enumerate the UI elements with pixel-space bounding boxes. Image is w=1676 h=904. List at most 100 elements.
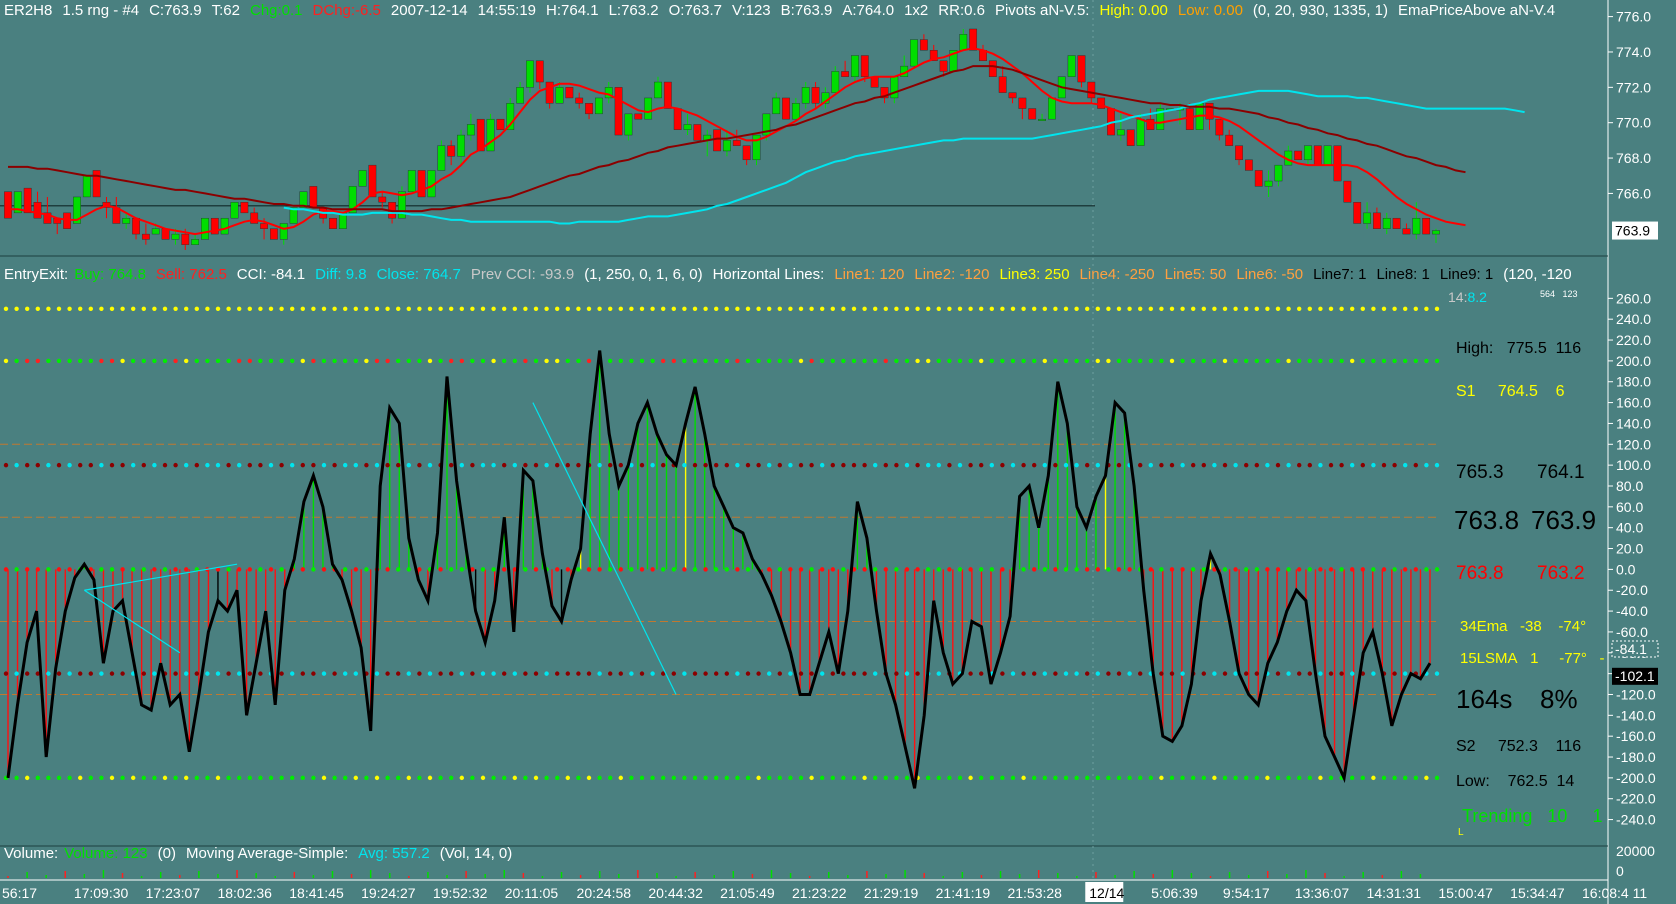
- p14-value: 8.2: [1467, 289, 1487, 305]
- level-100-dots: [300, 462, 305, 468]
- zero-line-dots: [1148, 567, 1154, 572]
- cci-axis-label: 260.0: [1616, 290, 1651, 306]
- down-candle: [240, 202, 249, 214]
- level-100-dots: [46, 462, 51, 468]
- level-200-dots: [1318, 358, 1323, 364]
- volume-pane[interactable]: [7, 870, 1422, 878]
- level-250-dots: [35, 306, 40, 311]
- level-100-dots: [735, 462, 740, 468]
- level-minus100-dots: [67, 671, 72, 676]
- cci-pane[interactable]: [0, 306, 1440, 789]
- level-minus100-dots: [1254, 671, 1260, 676]
- avg-label: Avg: 557.2: [358, 845, 430, 862]
- level-minus200-dots: [629, 775, 634, 781]
- up-candle: [1323, 145, 1332, 166]
- level-100-dots: [608, 462, 613, 468]
- volume-study-label[interactable]: Volume:: [4, 845, 59, 862]
- zero-line-dots: [883, 567, 888, 572]
- level-minus100-dots: [78, 671, 83, 676]
- zero-line-dots: [555, 567, 560, 572]
- level-250-dots: [152, 306, 157, 311]
- price-pane[interactable]: [0, 28, 1525, 250]
- up-candle: [348, 186, 357, 214]
- level-200-dots: [1180, 358, 1185, 364]
- level-100-dots: [88, 462, 94, 468]
- level-250-dots: [957, 306, 963, 311]
- level-minus100-dots: [523, 671, 528, 676]
- level-250-dots: [639, 306, 645, 311]
- up-candle: [299, 191, 308, 208]
- level-minus200-dots: [205, 775, 210, 781]
- level-minus100-dots: [1127, 671, 1132, 676]
- level-minus100-dots: [1180, 671, 1185, 676]
- level-minus200-dots: [109, 775, 115, 781]
- volume-axis-label: 0: [1616, 863, 1624, 879]
- zero-line-dots: [438, 567, 443, 572]
- zero-line-dots: [1000, 567, 1005, 572]
- level-minus200-dots: [353, 775, 358, 781]
- high-row-label: High:: [1456, 340, 1494, 357]
- zero-line-dots: [1371, 567, 1376, 572]
- time-axis-label: 14:31:31: [1367, 885, 1422, 901]
- zero-line-dots: [300, 567, 305, 572]
- level-minus100-dots: [512, 671, 517, 676]
- up-candle: [486, 118, 495, 152]
- down-candle: [417, 170, 426, 198]
- time-axis-label: 18:41:45: [289, 885, 344, 901]
- level-100-dots: [1318, 462, 1323, 468]
- up-candle: [762, 113, 771, 136]
- level-200-dots: [873, 358, 878, 364]
- level-minus200-dots: [926, 775, 931, 781]
- symbol-label[interactable]: ER2H8: [4, 2, 53, 19]
- level-100-dots: [714, 462, 719, 468]
- level-200-dots: [300, 358, 305, 364]
- level-minus100-dots: [565, 671, 570, 676]
- line3-label: Line3: 250: [999, 266, 1070, 283]
- level-100-dots: [35, 462, 40, 468]
- level-200-dots: [830, 358, 835, 364]
- down-candle: [1028, 108, 1037, 120]
- level-minus200-dots: [608, 775, 613, 781]
- level-minus200-dots: [618, 775, 623, 781]
- level-200-dots: [1053, 358, 1058, 364]
- down-candle: [939, 60, 948, 72]
- s2-count: 116: [1555, 738, 1582, 755]
- level-minus100-dots: [576, 671, 581, 676]
- level-100-dots: [1159, 462, 1164, 468]
- level-minus200-dots: [385, 775, 390, 781]
- level-minus200-dots: [268, 775, 274, 781]
- level-200-dots: [459, 358, 464, 364]
- ma-label: Moving Average-Simple:: [185, 845, 349, 862]
- rr-label: RR:0.6: [938, 2, 985, 19]
- zero-line-dots: [1307, 567, 1313, 572]
- zero-line-dots: [565, 567, 570, 572]
- price-axis-label: 772.0: [1616, 79, 1651, 95]
- cci-axis-label: 240.0: [1616, 311, 1651, 327]
- price-axis-label: 768.0: [1616, 150, 1651, 166]
- zero-line-dots: [862, 567, 867, 572]
- zero-line-dots: [46, 567, 51, 572]
- zero-line-dots: [841, 567, 846, 572]
- level-250-dots: [1339, 306, 1344, 311]
- entry-study-label[interactable]: EntryExit:: [4, 266, 69, 283]
- zero-line-dots: [629, 567, 634, 572]
- level-200-dots: [173, 358, 178, 364]
- level-100-dots: [470, 462, 475, 468]
- level-minus100-dots: [353, 671, 358, 676]
- level-minus200-dots: [544, 775, 549, 781]
- level-minus200-dots: [1286, 775, 1291, 781]
- level-200-dots: [1297, 358, 1302, 364]
- level-250-dots: [353, 306, 358, 311]
- level-minus200-dots: [523, 775, 528, 781]
- level-minus100-dots: [332, 671, 337, 676]
- level-250-dots: [449, 306, 454, 311]
- level-minus100-dots: [88, 671, 94, 676]
- time-left-readout: 164s: [1456, 684, 1513, 714]
- level-250-dots: [1265, 306, 1270, 311]
- low-row-count: 14: [1556, 773, 1575, 790]
- down-candle: [1392, 217, 1401, 229]
- level-100-dots: [194, 462, 199, 468]
- zero-line-dots: [279, 567, 284, 572]
- level-200-dots: [608, 358, 613, 364]
- zero-line-dots: [1042, 567, 1048, 572]
